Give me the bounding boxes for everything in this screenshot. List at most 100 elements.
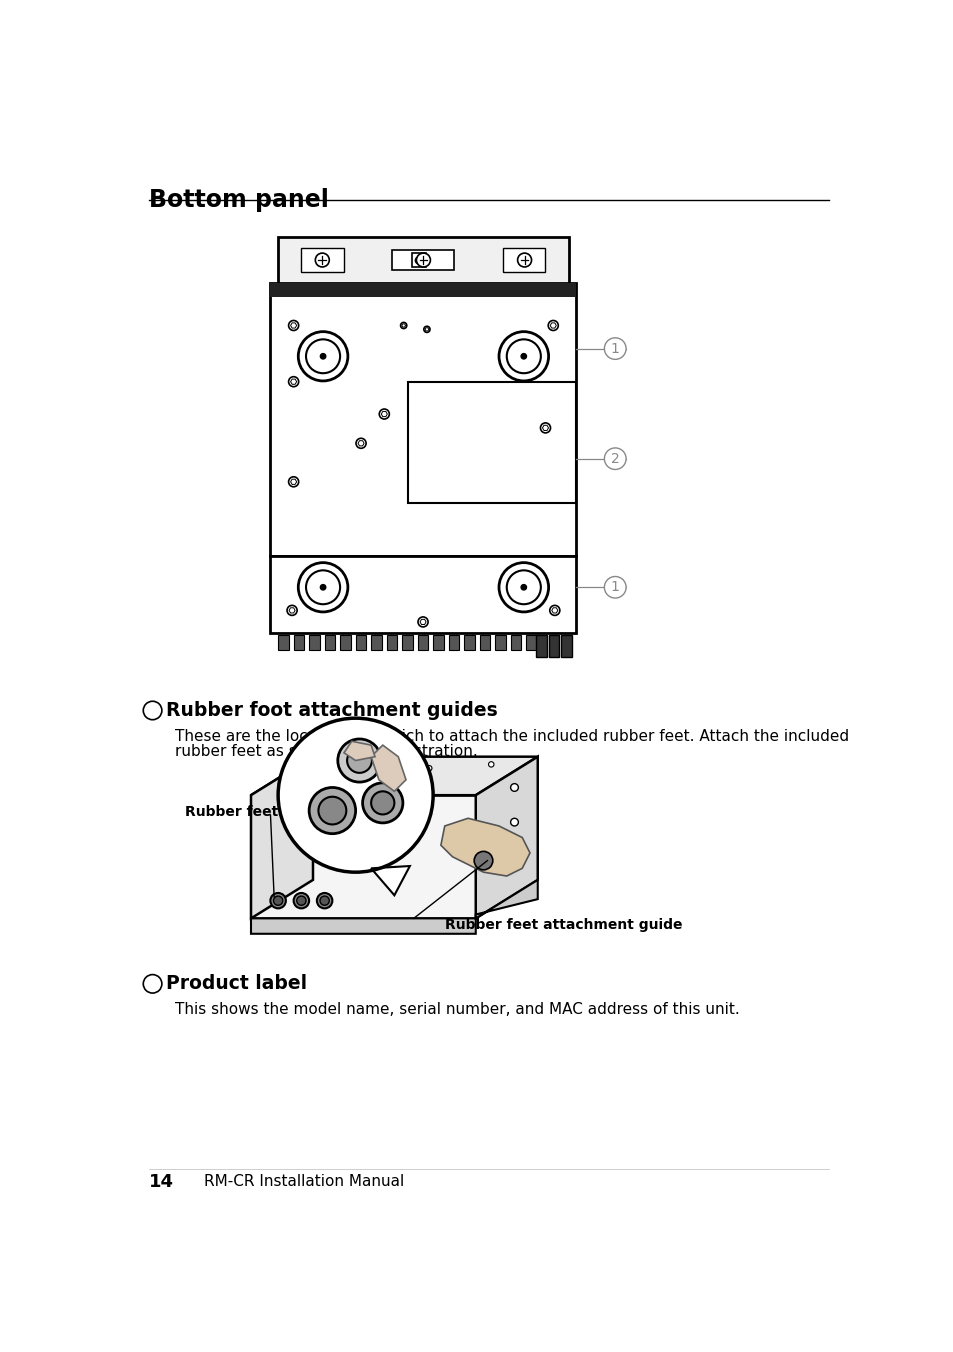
Circle shape — [423, 326, 430, 333]
Polygon shape — [251, 757, 313, 918]
Circle shape — [298, 331, 348, 381]
Bar — [448, 635, 459, 650]
Circle shape — [355, 438, 366, 449]
Text: These are the locations at which to attach the included rubber feet. Attach the : These are the locations at which to atta… — [174, 729, 848, 744]
Polygon shape — [344, 741, 375, 761]
Bar — [386, 635, 397, 650]
Bar — [294, 635, 304, 650]
Text: Rubber feet attachment guide: Rubber feet attachment guide — [444, 918, 681, 933]
Bar — [407, 381, 575, 503]
Circle shape — [143, 702, 162, 719]
Text: RM-CR Installation Manual: RM-CR Installation Manual — [204, 1175, 404, 1190]
Polygon shape — [251, 795, 476, 918]
Text: 1: 1 — [610, 580, 619, 595]
Circle shape — [143, 975, 162, 994]
Polygon shape — [291, 323, 296, 329]
Polygon shape — [542, 426, 548, 430]
Polygon shape — [357, 441, 364, 446]
Text: 1: 1 — [149, 704, 156, 717]
Polygon shape — [476, 757, 537, 918]
Circle shape — [289, 477, 298, 487]
Bar — [270, 283, 576, 297]
Bar — [525, 635, 537, 650]
Circle shape — [287, 606, 296, 615]
Circle shape — [362, 783, 402, 823]
Bar — [270, 557, 576, 634]
Polygon shape — [371, 867, 410, 895]
Text: Bottom panel: Bottom panel — [149, 188, 328, 212]
Text: This shows the model name, serial number, and MAC address of this unit.: This shows the model name, serial number… — [174, 1002, 739, 1017]
Bar — [412, 253, 425, 266]
Circle shape — [549, 606, 559, 615]
Text: Rubber feet: Rubber feet — [185, 806, 278, 819]
Circle shape — [604, 576, 625, 598]
Polygon shape — [381, 411, 387, 416]
Circle shape — [320, 584, 325, 589]
Circle shape — [548, 320, 558, 330]
Bar — [433, 635, 443, 650]
Circle shape — [604, 448, 625, 469]
Bar — [495, 635, 505, 650]
Circle shape — [426, 765, 432, 771]
Bar — [278, 635, 289, 650]
Circle shape — [379, 410, 389, 419]
Circle shape — [506, 339, 540, 373]
Circle shape — [510, 853, 517, 861]
Bar — [536, 635, 546, 657]
Polygon shape — [251, 880, 537, 934]
Polygon shape — [289, 608, 294, 612]
Polygon shape — [551, 608, 558, 612]
Polygon shape — [251, 757, 537, 795]
Circle shape — [298, 562, 348, 612]
Circle shape — [316, 892, 332, 909]
Bar — [301, 249, 344, 272]
Circle shape — [415, 257, 422, 264]
Circle shape — [315, 253, 329, 266]
Bar — [371, 635, 381, 650]
Bar — [355, 635, 366, 650]
Circle shape — [306, 571, 340, 604]
Polygon shape — [371, 745, 406, 791]
Polygon shape — [401, 324, 405, 327]
Text: 2: 2 — [149, 977, 156, 990]
Circle shape — [306, 339, 340, 373]
Circle shape — [289, 377, 298, 387]
Circle shape — [319, 896, 329, 906]
Polygon shape — [550, 323, 556, 329]
Circle shape — [520, 354, 526, 360]
Circle shape — [294, 892, 309, 909]
Bar — [392, 250, 454, 269]
Circle shape — [416, 253, 430, 266]
Polygon shape — [291, 379, 296, 384]
Bar — [270, 283, 576, 557]
Circle shape — [371, 791, 394, 814]
Bar — [340, 635, 351, 650]
Polygon shape — [440, 818, 530, 876]
Bar — [502, 249, 545, 272]
Text: 14: 14 — [149, 1172, 173, 1191]
Circle shape — [540, 423, 550, 433]
Circle shape — [296, 896, 306, 906]
Text: Product label: Product label — [166, 975, 307, 994]
Circle shape — [309, 787, 355, 834]
Circle shape — [270, 892, 286, 909]
Circle shape — [318, 796, 346, 825]
Bar — [510, 635, 521, 650]
Bar — [324, 635, 335, 650]
Circle shape — [498, 562, 548, 612]
Circle shape — [417, 617, 428, 627]
Bar — [464, 635, 475, 650]
Bar — [278, 237, 568, 283]
Circle shape — [517, 253, 531, 266]
Circle shape — [488, 761, 494, 767]
Polygon shape — [291, 479, 296, 484]
Text: rubber feet as shown in the illustration.: rubber feet as shown in the illustration… — [174, 744, 477, 758]
Circle shape — [510, 818, 517, 826]
Bar — [417, 635, 428, 650]
Bar — [548, 635, 558, 657]
Circle shape — [289, 320, 298, 330]
Circle shape — [274, 896, 282, 906]
Circle shape — [320, 354, 325, 360]
Circle shape — [520, 584, 526, 589]
Polygon shape — [419, 619, 426, 625]
